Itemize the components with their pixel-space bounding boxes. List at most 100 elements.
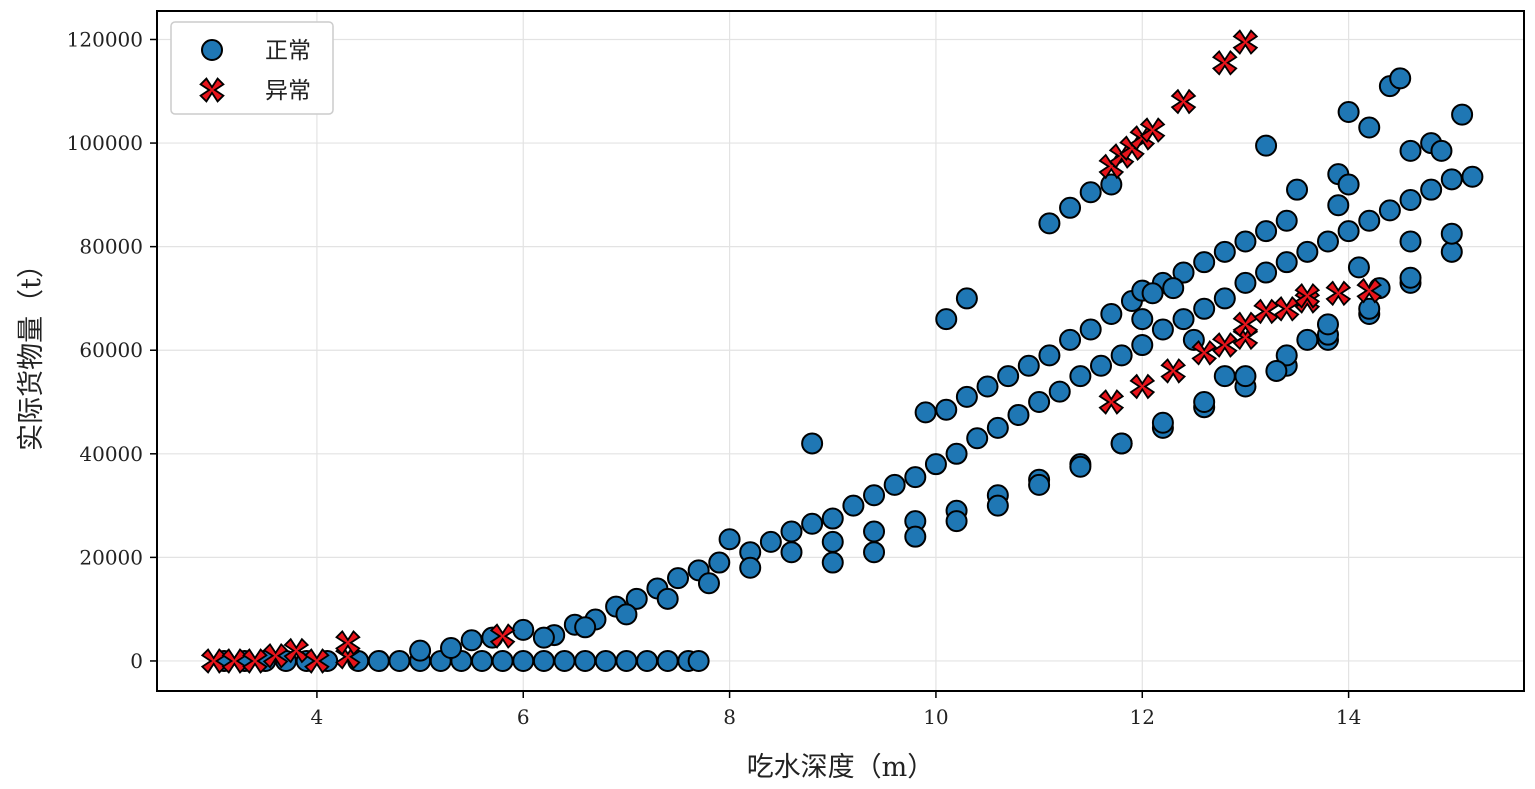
anomaly-point (262, 642, 289, 669)
normal-point (1048, 380, 1071, 403)
anomaly-point (489, 623, 516, 649)
y-tick-label: 40000 (79, 442, 143, 466)
normal-point (1358, 116, 1381, 139)
normal-point (1213, 287, 1236, 310)
normal-point (945, 442, 968, 465)
anomaly-point (304, 648, 330, 674)
normal-point (1162, 277, 1185, 300)
normal-point (1193, 297, 1216, 320)
normal-point (1358, 209, 1381, 232)
normal-point (1440, 240, 1463, 263)
legend: 正常 异常 (170, 21, 334, 115)
normal-point (409, 639, 432, 662)
normal-point (801, 432, 824, 455)
anomaly-point (1325, 280, 1352, 307)
normal-point (759, 530, 782, 553)
normal-point (388, 649, 411, 672)
x-tick-label: 12 (1130, 705, 1155, 729)
normal-point (1275, 251, 1298, 274)
anomaly-point (1170, 88, 1197, 115)
normal-point (1255, 134, 1278, 157)
x-tick-label: 10 (923, 705, 948, 729)
normal-point (532, 649, 555, 672)
normal-point (935, 308, 958, 331)
normal-point (1100, 302, 1123, 325)
anomaly-point (1098, 389, 1125, 415)
normal-point (718, 528, 741, 551)
normal-point (1440, 168, 1463, 191)
normal-point (1028, 391, 1051, 414)
normal-point (1090, 354, 1113, 377)
anomaly-point (1211, 49, 1238, 76)
normal-point (512, 649, 535, 672)
normal-point (821, 551, 844, 574)
normal-point (512, 618, 535, 641)
normal-point (1172, 261, 1195, 284)
normal-point (1337, 100, 1360, 123)
normal-point (801, 512, 824, 535)
normal-point (780, 541, 803, 564)
normal-point (821, 530, 844, 553)
normal-point (491, 649, 514, 672)
normal-point (1151, 318, 1174, 341)
normal-point (863, 484, 886, 507)
normal-point (1234, 365, 1257, 388)
anomaly-point (1129, 373, 1156, 400)
normal-point (1079, 318, 1102, 341)
normal-point (1110, 432, 1133, 455)
normal-point (1430, 139, 1453, 162)
normal-point (1286, 178, 1309, 201)
anomaly-point (1139, 117, 1166, 143)
normal-point (1172, 308, 1195, 331)
normal-point (687, 649, 710, 672)
normal-point (863, 541, 886, 564)
normal-point (615, 649, 638, 672)
axis-ticks: 4 6 8 10 12 14 0 20000 40000 60000 80000 100000 1200… (67, 27, 1362, 729)
normal-point (924, 453, 947, 476)
normal-point (1151, 411, 1174, 434)
normal-point (976, 375, 999, 398)
normal-point (863, 520, 886, 543)
normal-point (667, 567, 690, 590)
legend-normal-marker (201, 39, 223, 61)
normal-point (460, 629, 483, 652)
normal-point (1255, 220, 1278, 243)
normal-point (1399, 189, 1422, 212)
normal-point (1069, 365, 1092, 388)
anomaly-point (1232, 29, 1259, 55)
y-tick-label: 60000 (79, 338, 143, 362)
normal-point (1255, 261, 1278, 284)
y-tick-label: 100000 (67, 131, 143, 155)
normal-point (1059, 328, 1082, 351)
normal-point (1265, 359, 1288, 382)
anomaly-point (1294, 282, 1321, 309)
normal-point (1141, 282, 1164, 305)
normal-point (780, 520, 803, 543)
x-axis-label: 吃水深度（m） (747, 752, 935, 783)
x-tick-label: 8 (723, 705, 736, 729)
anomaly-point (1211, 332, 1238, 358)
normal-point (1399, 266, 1422, 289)
legend-item-normal: 正常 (201, 38, 311, 64)
normal-point (1316, 230, 1339, 253)
normal-point (615, 603, 638, 626)
normal-point (821, 507, 844, 530)
normal-point (1110, 344, 1133, 367)
normal-point (1451, 103, 1474, 126)
normal-point (955, 385, 978, 408)
normal-point (883, 473, 906, 496)
legend-item-anomaly: 异常 (199, 77, 311, 104)
normal-point (935, 398, 958, 421)
normal-point (1327, 194, 1350, 217)
grid-lines (157, 11, 1524, 691)
normal-point (1389, 67, 1412, 90)
normal-point (955, 287, 978, 310)
normal-point (1358, 297, 1381, 320)
normal-point (697, 572, 720, 595)
normal-point (1378, 199, 1401, 222)
normal-point (1337, 220, 1360, 243)
y-tick-label: 0 (130, 649, 143, 673)
normal-point (656, 649, 679, 672)
normal-point (914, 401, 937, 424)
